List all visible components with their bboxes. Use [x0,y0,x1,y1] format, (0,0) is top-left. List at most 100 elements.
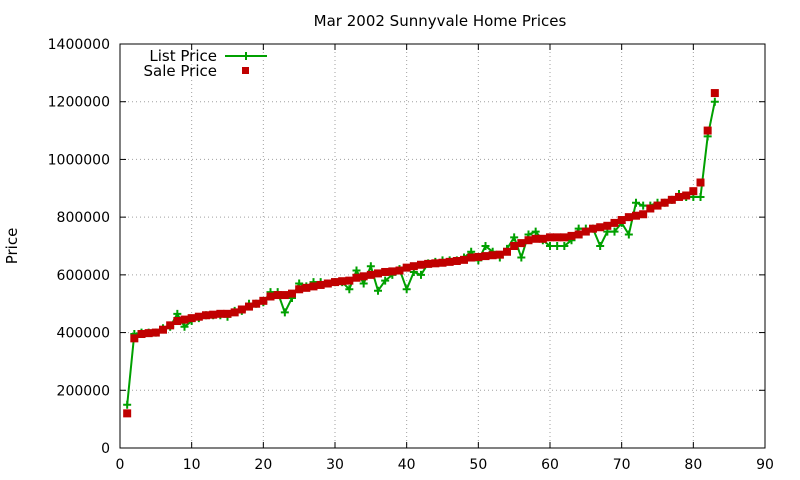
sale-price-point [274,291,282,299]
sale-price-point [417,261,425,269]
x-tick-label: 90 [756,457,774,473]
sale-price-point [654,202,662,210]
series-layer [123,89,719,417]
x-tick-label: 30 [326,457,344,473]
sale-price-point [467,254,475,262]
sale-price-point [288,290,296,298]
sale-price-point [245,303,253,311]
sale-price-point [453,257,461,265]
sale-price-point [446,258,454,266]
sale-price-point [381,268,389,276]
legend-swatch-sale-price [242,67,249,74]
sale-price-point [123,409,131,417]
sale-price-point [503,248,511,256]
sale-price-point [324,280,332,288]
x-tick-label: 10 [183,457,201,473]
list-price-point [360,280,368,288]
sale-price-point [431,259,439,267]
sale-price-point [575,230,583,238]
y-tick-label: 600000 [57,268,110,284]
sale-price-point [145,329,153,337]
x-tick-label: 60 [541,457,559,473]
sale-price-point [367,271,375,279]
x-tick-label: 40 [398,457,416,473]
y-tick-label: 1400000 [48,37,110,53]
sale-price-point [618,216,626,224]
sale-price-point [331,278,339,286]
sale-price-point [424,260,432,268]
sale-price-point [281,291,289,299]
y-tick-label: 1000000 [48,152,110,168]
list-price-point [596,242,604,250]
sale-price-point [639,210,647,218]
sale-price-point [517,239,525,247]
sale-price-point [259,297,267,305]
sale-price-point [460,256,468,264]
chart-title: Mar 2002 Sunnyvale Home Prices [314,12,567,30]
list-price-point [353,267,361,275]
y-tick-label: 0 [101,441,110,457]
sale-price-point [374,269,382,277]
sale-price-point [360,272,368,280]
sale-price-point [661,199,669,207]
sale-price-point [697,179,705,187]
sale-price-point [388,267,396,275]
sale-price-point [173,317,181,325]
series-line-list-price [127,102,715,405]
sale-price-point [238,305,246,313]
sale-price-point [646,204,654,212]
sale-price-point [682,192,690,200]
sale-price-point [209,311,217,319]
sale-price-point [181,316,189,324]
sale-price-point [496,251,504,259]
sale-price-point [632,212,640,220]
y-tick-label: 1200000 [48,95,110,111]
y-tick-label: 800000 [57,210,110,226]
sale-price-point [668,196,676,204]
sale-price-point [625,213,633,221]
legend-plus-marker [242,52,250,60]
sale-price-point [704,127,712,135]
grid [120,44,765,448]
sale-price-point [410,262,418,270]
list-price-point [123,401,131,409]
sale-price-point [489,251,497,259]
list-price-point [711,98,719,106]
sale-price-point [603,222,611,230]
sale-price-point [252,300,260,308]
sale-price-point [474,253,482,261]
sale-price-point [152,329,160,337]
sale-price-point [532,235,540,243]
sale-price-point [353,274,361,282]
sale-price-point [568,232,576,240]
sale-price-point [338,277,346,285]
list-price-point [281,308,289,316]
sale-price-point [159,326,167,334]
sale-price-point [403,264,411,272]
sale-price-point [611,219,619,227]
sale-price-point [560,233,568,241]
x-tick-label: 0 [116,457,125,473]
legend: List Price Sale Price [144,47,267,80]
y-axis-label: Price [3,228,21,265]
axes: 0 10 20 30 40 50 60 70 80 90 0 200000 400000 600000 80… [48,37,774,473]
sale-price-point [188,314,196,322]
sale-price-point [596,223,604,231]
sale-price-point [539,235,547,243]
sale-price-point [396,267,404,275]
sale-price-point [138,330,146,338]
x-tick-label: 70 [613,457,631,473]
sale-price-point [345,277,353,285]
list-price-point [697,193,705,201]
sale-price-point [302,284,310,292]
sale-price-point [589,225,597,233]
sale-price-point [130,334,138,342]
y-tick-label: 400000 [57,326,110,342]
sale-price-point [439,259,447,267]
x-tick-label: 50 [469,457,487,473]
x-tick-label: 80 [684,457,702,473]
list-price-point [367,262,375,270]
sale-price-point [231,308,239,316]
sale-price-point [553,233,561,241]
